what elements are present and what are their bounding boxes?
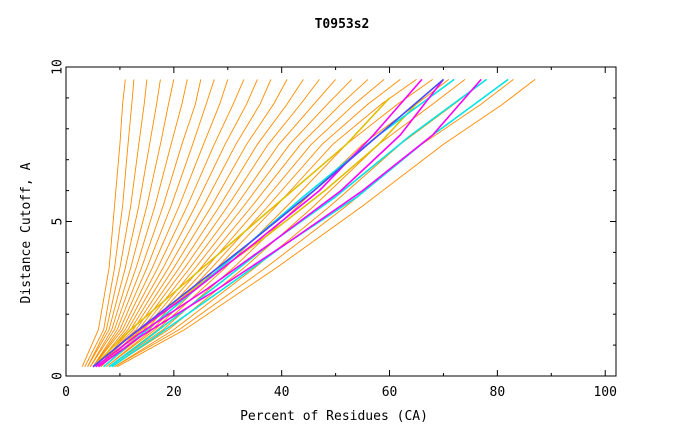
- series-group: [81, 78, 536, 368]
- series-line-model-orange-1: [81, 79, 126, 367]
- series-line-model-orange-13: [98, 79, 288, 368]
- x-tick-label-60: 60: [382, 385, 398, 400]
- axes-group: 0 20 40 60 80 100 0 5 10: [51, 59, 617, 400]
- series-line-model-orange-9: [92, 79, 229, 367]
- series-line-model-orange-14: [98, 79, 304, 368]
- series-line-model-orange-6: [89, 79, 188, 367]
- series-line-model-gold-1: [92, 97, 391, 368]
- y-tick-label-5: 5: [51, 218, 66, 226]
- series-line-model-orange-5: [89, 79, 175, 367]
- series-line-model-orange-2: [84, 79, 135, 367]
- x-tick-label-0: 0: [62, 385, 70, 400]
- series-line-model-orange-20: [106, 79, 401, 368]
- series-line-model-orange-19: [103, 79, 385, 368]
- x-axis-label: Percent of Residues (CA): [240, 409, 428, 424]
- series-line-model-orange-22: [108, 79, 433, 368]
- series-line-model-magenta-3: [97, 78, 482, 368]
- series-line-model-orange-21: [106, 79, 417, 368]
- y-tick-label-0: 0: [51, 372, 66, 380]
- series-line-model-orange-7: [92, 79, 202, 367]
- x-tick-label-40: 40: [274, 385, 290, 400]
- series-line-model-orange-16: [100, 79, 336, 368]
- series-line-model-orange-24: [111, 79, 466, 368]
- x-tick-label-100: 100: [593, 385, 616, 400]
- series-line-model-orange-11: [95, 79, 258, 367]
- series-line-model-orange-8: [92, 79, 215, 367]
- series-line-model-orange-4: [87, 79, 161, 367]
- chart-title: T0953s2: [315, 17, 370, 32]
- x-tick-label-80: 80: [490, 385, 506, 400]
- x-tick-label-20: 20: [166, 385, 182, 400]
- series-line-model-orange-10: [95, 79, 245, 367]
- y-tick-label-10: 10: [51, 59, 66, 75]
- series-line-model-orange-15: [100, 79, 320, 368]
- series-line-model-gold-2: [97, 97, 423, 368]
- y-axis-label: Distance Cutoff, A: [19, 162, 34, 303]
- series-line-model-orange-27: [116, 79, 536, 368]
- series-line-model-orange-3: [87, 79, 148, 367]
- series-line-model-blue-1: [92, 78, 445, 368]
- series-line-model-orange-26: [114, 79, 514, 368]
- series-line-model-magenta-2: [95, 78, 445, 368]
